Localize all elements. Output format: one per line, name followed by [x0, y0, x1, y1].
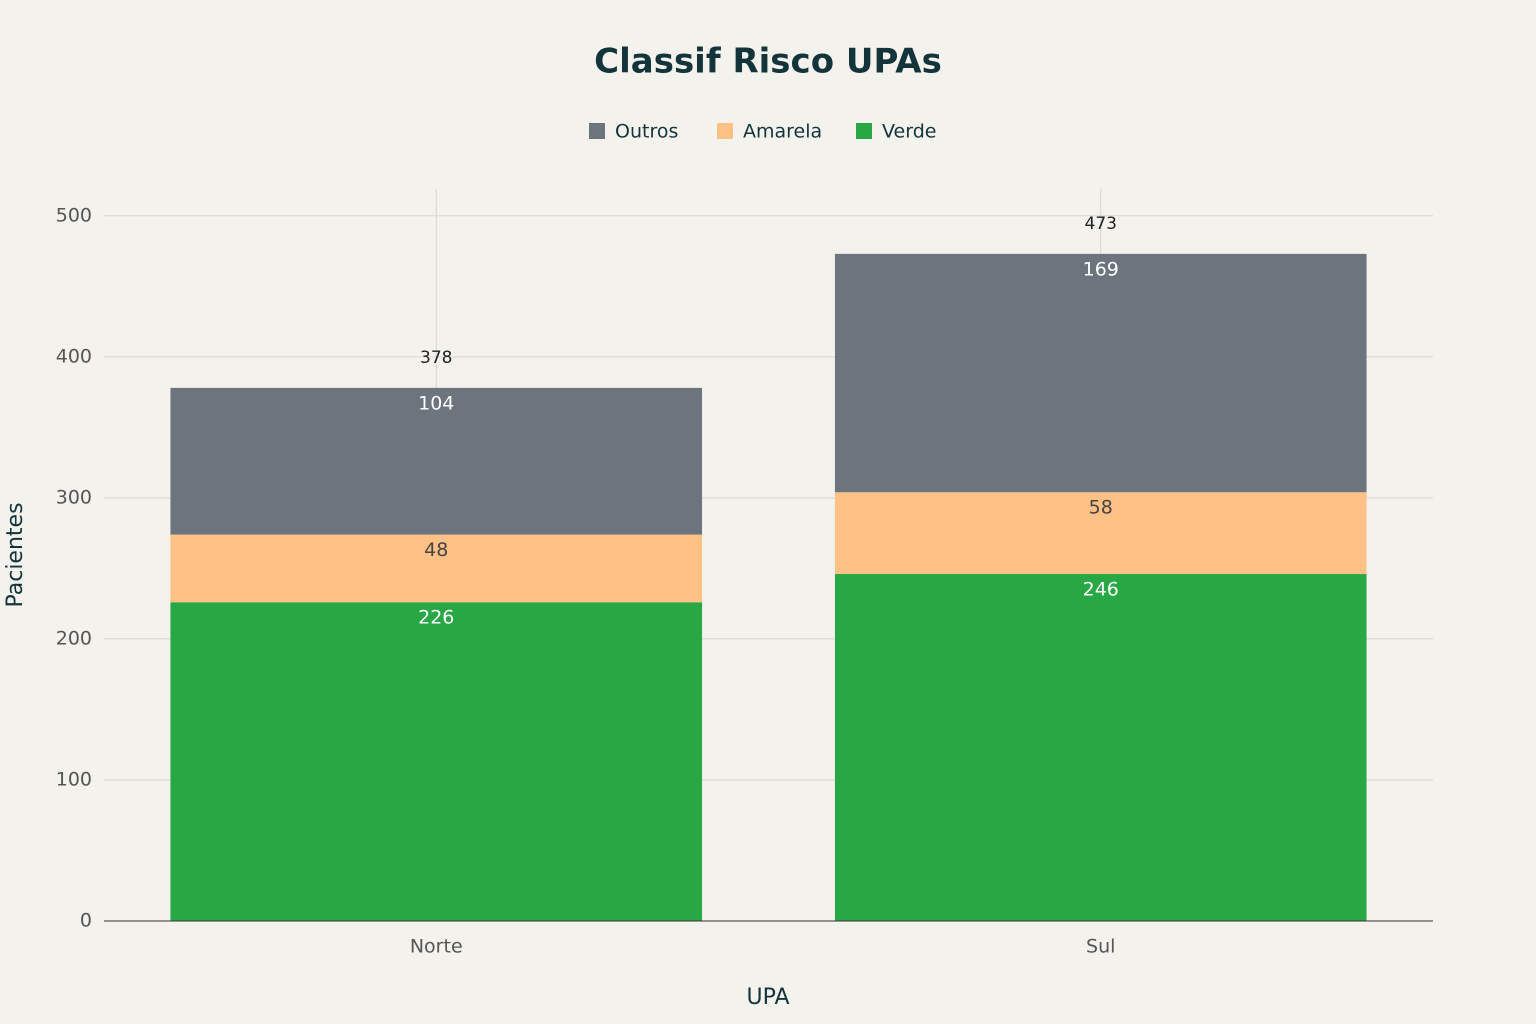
- x-tick-label: Norte: [410, 936, 463, 958]
- y-tick-label: 400: [56, 345, 92, 367]
- data-label: 246: [1083, 579, 1119, 601]
- bar-segment: [170, 534, 703, 603]
- total-label: 473: [1085, 214, 1117, 234]
- y-tick-label: 500: [56, 204, 92, 226]
- data-label: 58: [1089, 497, 1113, 519]
- data-label: 48: [424, 539, 448, 561]
- chart-title: Classif Risco UPAs: [594, 42, 942, 82]
- x-axis-title: UPA: [746, 985, 789, 1010]
- y-axis-title: Pacientes: [3, 502, 28, 607]
- bar-segment: [170, 387, 703, 535]
- legend-label: Amarela: [743, 121, 822, 143]
- bar-segment: [834, 574, 1367, 921]
- legend-label: Verde: [882, 121, 936, 143]
- legend-label: Outros: [615, 121, 678, 143]
- bar-segment: [834, 492, 1367, 575]
- y-tick-label: 200: [56, 627, 92, 649]
- y-tick-label: 0: [80, 910, 92, 932]
- data-label: 226: [418, 607, 454, 629]
- bar-segment: [834, 253, 1367, 493]
- bar-segment: [170, 602, 703, 921]
- y-tick-label: 300: [56, 486, 92, 508]
- legend-swatch: [589, 123, 605, 139]
- x-tick-label: Sul: [1086, 936, 1115, 958]
- total-label: 378: [420, 348, 452, 368]
- data-label: 169: [1083, 258, 1119, 280]
- data-label: 104: [418, 392, 454, 414]
- legend-swatch: [717, 123, 733, 139]
- legend-swatch: [856, 123, 872, 139]
- y-tick-label: 100: [56, 768, 92, 790]
